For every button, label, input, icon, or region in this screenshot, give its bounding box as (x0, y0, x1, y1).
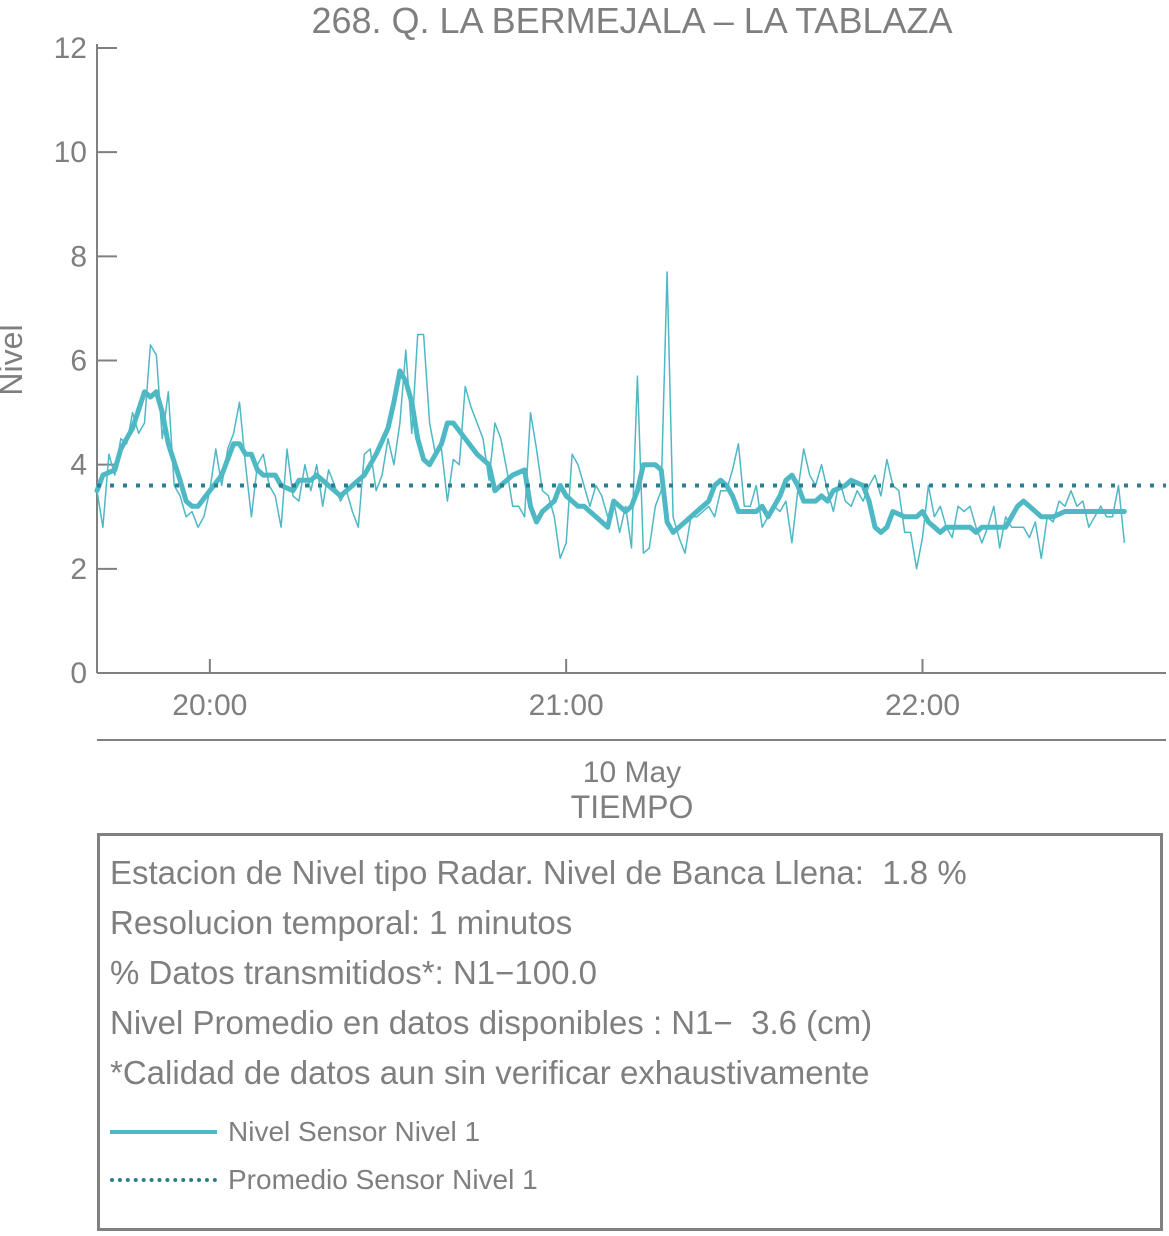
legend-item-level: Nivel Sensor Nivel 1 (110, 1112, 710, 1152)
y-tick-label: 6 (70, 345, 87, 378)
legend-dotted-line (110, 1178, 217, 1182)
y-tick-label: 10 (54, 136, 87, 169)
x-tick-label: 21:00 (529, 689, 604, 722)
date-label: 10 May (583, 756, 681, 789)
y-tick-label: 8 (70, 240, 87, 273)
series (94, 271, 1166, 570)
info-transmitted: % Datos transmitidos*: N1−100.0 (110, 954, 597, 991)
legend-label-mean: Promedio Sensor Nivel 1 (228, 1164, 538, 1195)
y-axis-label: Nivel (0, 324, 29, 395)
info-resolution: Resolucion temporal: 1 minutos (110, 904, 573, 941)
info-station: Estacion de Nivel tipo Radar. Nivel de B… (110, 854, 967, 891)
chart-title: 268. Q. LA BERMEJALA – LA TABLAZA (311, 0, 953, 41)
info-quality-note: *Calidad de datos aun sin verificar exha… (110, 1054, 870, 1091)
info-box: Estacion de Nivel tipo Radar. Nivel de B… (97, 833, 1163, 1231)
info-mean-level: Nivel Promedio en datos disponibles : N1… (110, 1004, 873, 1041)
legend-label-level: Nivel Sensor Nivel 1 (228, 1116, 481, 1147)
legend-item-mean: Promedio Sensor Nivel 1 (110, 1160, 710, 1200)
y-tick-label: 12 (54, 32, 87, 65)
axes: 0 2 4 6 8 10 12 20:00 21:00 22:00 (54, 32, 1166, 741)
level-sensor-line (94, 368, 1127, 535)
y-tick-label: 2 (70, 553, 87, 586)
y-tick-label: 4 (70, 449, 87, 482)
axis-labels: Nivel 10 May TIEMPO (0, 324, 693, 825)
x-tick-label: 20:00 (172, 689, 247, 722)
x-tick-label: 22:00 (885, 689, 960, 722)
x-axis-label: TIEMPO (571, 789, 694, 825)
chart-plot: 0 2 4 6 8 10 12 20:00 21:00 22:00 Nivel 10 May TI… (0, 32, 1166, 825)
legend-solid-line (110, 1130, 217, 1134)
y-tick-label: 0 (70, 657, 87, 690)
